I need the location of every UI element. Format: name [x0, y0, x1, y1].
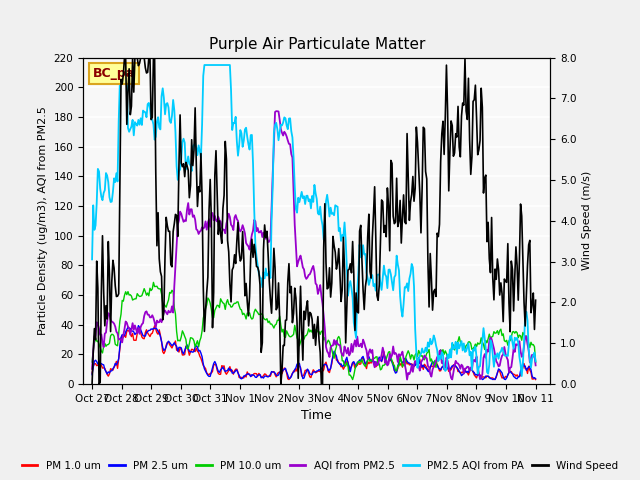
- Line: PM2.5 AQI from PA: PM2.5 AQI from PA: [92, 65, 536, 376]
- Line: PM 10.0 um: PM 10.0 um: [92, 282, 536, 380]
- AQI from PM2.5: [473, 354, 481, 360]
- PM 10.0 um: [532, 360, 540, 365]
- Wind Speed: [472, 82, 479, 88]
- Text: BC_pa: BC_pa: [93, 67, 135, 80]
- PM 2.5 um: [134, 323, 142, 328]
- AQI from PM2.5: [273, 108, 280, 114]
- PM 10.0 um: [117, 312, 125, 317]
- PM 2.5 um: [88, 372, 96, 378]
- PM 10.0 um: [406, 356, 414, 362]
- PM 10.0 um: [150, 279, 157, 285]
- AQI from PM2.5: [403, 377, 411, 383]
- PM2.5 AQI from PA: [532, 359, 540, 364]
- PM2.5 AQI from PA: [406, 276, 413, 282]
- PM 10.0 um: [349, 377, 356, 383]
- AQI from PM2.5: [103, 319, 111, 325]
- AQI from PM2.5: [88, 366, 96, 372]
- PM 2.5 um: [117, 335, 125, 340]
- PM 1.0 um: [531, 375, 538, 381]
- PM2.5 AQI from PA: [117, 62, 125, 68]
- PM2.5 AQI from PA: [103, 173, 111, 179]
- PM 10.0 um: [103, 342, 111, 348]
- Wind Speed: [317, 381, 325, 387]
- PM2.5 AQI from PA: [472, 344, 479, 349]
- PM2.5 AQI from PA: [317, 216, 325, 222]
- Wind Speed: [529, 290, 537, 296]
- PM 1.0 um: [151, 323, 159, 329]
- Wind Speed: [532, 297, 540, 303]
- Line: PM 1.0 um: PM 1.0 um: [92, 326, 536, 380]
- PM 2.5 um: [531, 375, 538, 381]
- AQI from PM2.5: [532, 362, 540, 368]
- PM 1.0 um: [88, 370, 96, 376]
- Line: PM 2.5 um: PM 2.5 um: [92, 325, 536, 380]
- PM 10.0 um: [317, 328, 325, 334]
- Y-axis label: Particle Density (ug/m3), AQI from PM2.5: Particle Density (ug/m3), AQI from PM2.5: [38, 107, 48, 335]
- PM 2.5 um: [317, 366, 325, 372]
- PM 1.0 um: [103, 372, 111, 377]
- PM 1.0 um: [319, 369, 326, 374]
- Wind Speed: [117, 76, 125, 82]
- PM2.5 AQI from PA: [88, 256, 96, 262]
- PM 2.5 um: [472, 372, 479, 378]
- PM 1.0 um: [473, 375, 481, 381]
- Wind Speed: [406, 217, 413, 223]
- PM 2.5 um: [479, 377, 486, 383]
- PM 10.0 um: [473, 344, 481, 349]
- PM2.5 AQI from PA: [118, 62, 126, 68]
- PM 10.0 um: [88, 359, 96, 365]
- Title: Purple Air Particulate Matter: Purple Air Particulate Matter: [209, 37, 425, 52]
- Line: AQI from PM2.5: AQI from PM2.5: [92, 111, 536, 380]
- PM 1.0 um: [406, 362, 414, 368]
- Y-axis label: Wind Speed (m/s): Wind Speed (m/s): [582, 171, 592, 270]
- Wind Speed: [103, 316, 111, 322]
- AQI from PM2.5: [117, 337, 125, 343]
- PM 2.5 um: [103, 371, 111, 377]
- Wind Speed: [121, 55, 129, 60]
- Wind Speed: [88, 381, 96, 387]
- PM 2.5 um: [406, 360, 413, 366]
- PM 1.0 um: [285, 377, 292, 383]
- PM2.5 AQI from PA: [531, 349, 538, 355]
- PM 1.0 um: [117, 336, 125, 341]
- AQI from PM2.5: [406, 368, 414, 374]
- X-axis label: Time: Time: [301, 409, 332, 422]
- AQI from PM2.5: [317, 293, 325, 299]
- PM 10.0 um: [531, 344, 538, 349]
- AQI from PM2.5: [531, 352, 538, 358]
- PM 1.0 um: [532, 377, 540, 383]
- PM2.5 AQI from PA: [518, 373, 525, 379]
- Legend: PM 1.0 um, PM 2.5 um, PM 10.0 um, AQI from PM2.5, PM2.5 AQI from PA, Wind Speed: PM 1.0 um, PM 2.5 um, PM 10.0 um, AQI fr…: [17, 456, 623, 475]
- Line: Wind Speed: Wind Speed: [92, 58, 536, 384]
- PM 2.5 um: [532, 376, 540, 382]
